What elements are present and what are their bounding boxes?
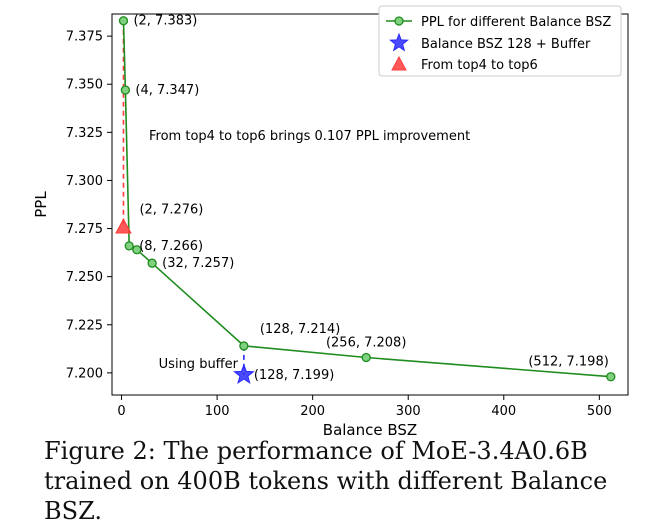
plot-frame [111,13,629,396]
x-tick-label: 400 [491,404,516,419]
point-label: (8, 7.266) [139,239,203,254]
buffer-star-marker [233,363,255,385]
data-point-marker [361,352,371,363]
y-tick-label: 7.200 [66,366,103,381]
legend-label: PPL for different Balance BSZ [421,15,611,30]
x-tick-label: 100 [205,404,230,419]
data-point-marker [147,258,157,268]
chart: 0 100 200 300 400 500 7.200 7.225 7.250 7.275 7.30… [32,5,629,439]
legend-star-swatch [389,32,409,52]
y-tick-label: 7.275 [66,222,103,237]
y-tick-label: 7.250 [66,270,103,285]
point-label: (2, 7.276) [139,203,203,218]
legend-line-marker [394,16,404,26]
data-point-marker [124,241,134,251]
top6-triangle-marker [115,218,132,234]
figure-caption: Figure 2: The performance of MoE-3.4A0.6… [44,437,608,525]
series-line [122,20,611,378]
legend-label: Balance BSZ 128 + Buffer [421,37,591,52]
y-tick-label: 7.300 [66,174,103,189]
point-label: (256, 7.208) [326,335,406,350]
data-point-marker [606,372,616,382]
point-label: (2, 7.383) [133,14,197,29]
point-label: (4, 7.347) [135,83,199,98]
y-tick-label: 7.375 [66,30,103,45]
y-tick-label: 7.225 [66,318,103,333]
y-axis-label: PPL [32,191,50,218]
legend-label: From top4 to top6 [421,58,538,73]
data-point-marker [132,245,142,255]
x-axis-label: Balance BSZ [323,421,417,439]
x-tick-label: 200 [300,404,325,419]
point-label: (128, 7.199) [254,368,334,383]
x-tick-label: 300 [396,404,421,419]
x-tick-label: 0 [117,404,125,419]
y-tick-label: 7.325 [66,126,103,141]
y-tick-label: 7.350 [66,78,103,93]
point-label: (128, 7.214) [260,322,340,337]
data-point-marker [239,341,249,351]
legend-triangle-swatch [391,55,407,71]
data-point-marker [118,16,129,26]
annotation-top6-improvement: From top4 to top6 brings 0.107 PPL impro… [149,129,470,144]
data-point-marker [120,85,131,95]
point-label: (512, 7.198) [528,355,608,370]
legend-box [378,5,622,77]
x-tick-label: 500 [587,404,612,419]
annotation-using-buffer: Using buffer [159,357,239,372]
point-label: (32, 7.257) [162,256,234,271]
